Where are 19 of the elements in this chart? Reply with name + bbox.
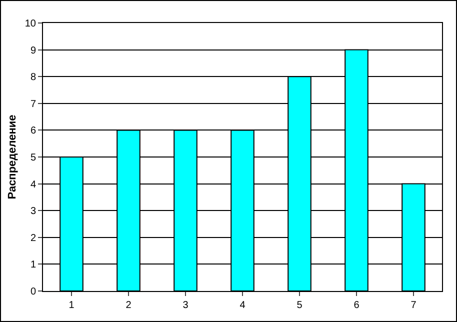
x-tick-label: 4 [240,300,246,311]
y-tick-label: 7 [30,98,36,110]
y-axis-title: Распределение [6,114,19,200]
y-tick-label: 9 [30,45,36,56]
x-tick-label: 1 [68,300,75,311]
x-tick-label: 2 [126,300,132,311]
y-tick-label: 3 [30,206,36,218]
y-tick-label: 1 [30,260,36,271]
y-tick-label: 0 [30,286,36,298]
x-tick-label: 3 [182,300,189,311]
y-tick-label: 2 [30,232,36,244]
x-tick-label: 6 [354,300,360,311]
x-tick-label: 5 [296,300,303,311]
y-tick-label: 4 [30,179,36,190]
y-tick-label: 5 [30,152,36,164]
x-tick-label: 7 [410,300,417,311]
y-tick-label: 10 [24,18,36,30]
y-tick-label: 6 [30,126,36,137]
y-tick-label: 8 [30,72,36,84]
